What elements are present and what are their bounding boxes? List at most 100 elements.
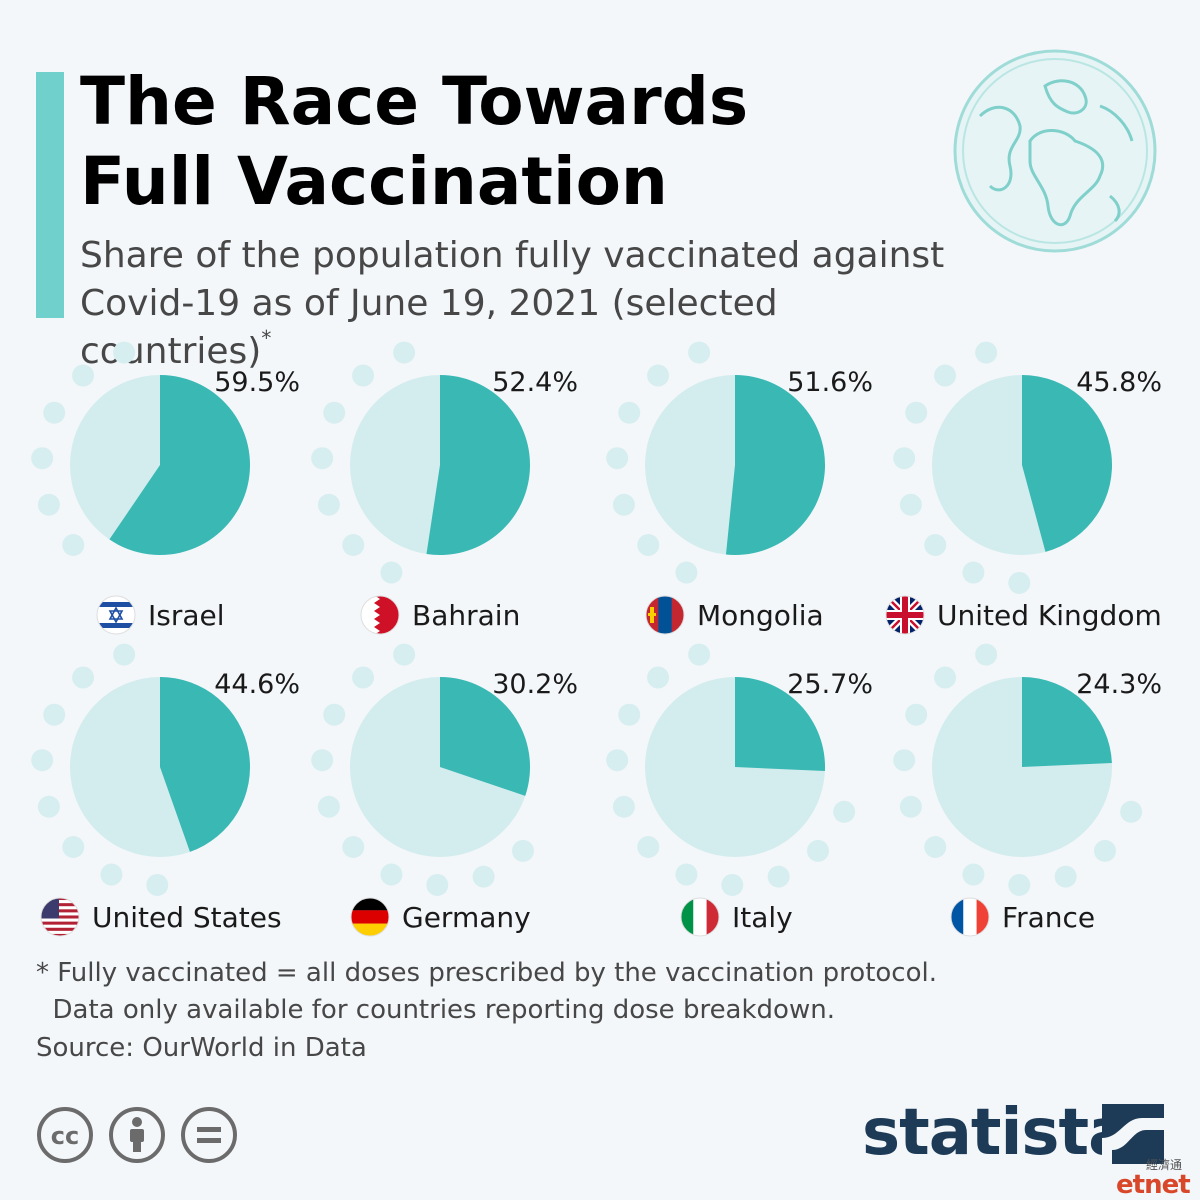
pie-svg: [606, 341, 825, 584]
pie-value-label: 44.6%: [214, 669, 300, 700]
subtitle-footnote-mark: *: [261, 326, 272, 350]
virus-spike-dot: [905, 703, 928, 726]
virus-spike-dot: [833, 800, 856, 823]
virus-spike-dot: [342, 836, 365, 859]
pie-chart-bahrain: 52.4% Bahrain: [300, 341, 590, 655]
page-title: The Race Towards Full Vaccination: [80, 62, 900, 222]
country-name: Mongolia: [697, 598, 824, 632]
pie-chart-mongolia: 51.6% Mongolia: [595, 341, 885, 655]
pie-value-label: 24.3%: [1076, 669, 1162, 700]
pie-slice-vaccinated: [1022, 677, 1112, 767]
virus-spike-dot: [924, 534, 947, 557]
accent-bar: [36, 72, 64, 318]
footnote-line-1: * Fully vaccinated = all doses prescribe…: [36, 958, 937, 988]
virus-spike-dot: [380, 561, 403, 584]
virus-spike-dot: [472, 865, 495, 888]
pie-chart-united-states: 44.6% United States: [20, 643, 310, 957]
virus-spike-dot: [1008, 571, 1031, 594]
virus-spike-dot: [612, 795, 635, 818]
virus-spike-dot: [511, 839, 534, 862]
country-label: United States: [40, 895, 282, 939]
attribution-icon[interactable]: [108, 1106, 166, 1164]
country-name: Germany: [402, 900, 531, 934]
virus-spike-dot: [62, 836, 85, 859]
pie-chart-italy: 25.7% Italy: [595, 643, 885, 957]
italy-flag-icon: [680, 897, 720, 937]
virus-spike-dot: [323, 703, 346, 726]
globe-icon: [953, 49, 1157, 253]
virus-spike-dot: [31, 447, 54, 470]
footnote-line-2: Data only available for countries report…: [36, 995, 835, 1025]
country-label: Bahrain: [360, 593, 520, 637]
footnote: * Fully vaccinated = all doses prescribe…: [36, 955, 937, 1029]
virus-spike-dot: [688, 341, 711, 364]
svg-text:cc: cc: [51, 1122, 79, 1150]
country-name: United Kingdom: [937, 598, 1162, 632]
virus-spike-dot: [647, 364, 670, 387]
virus-spike-dot: [806, 839, 829, 862]
virus-spike-dot: [43, 401, 66, 424]
virus-spike-dot: [612, 493, 635, 516]
virus-spike-dot: [962, 863, 985, 886]
virus-spike-dot: [393, 341, 416, 364]
pie-slice-vaccinated: [735, 677, 825, 771]
pie-value-label: 30.2%: [492, 669, 578, 700]
virus-spike-dot: [317, 493, 340, 516]
pie-slice-vaccinated: [1022, 375, 1112, 552]
virus-spike-dot: [675, 561, 698, 584]
subtitle-line-2: Covid-19 as of June 19, 2021 (selected c…: [80, 283, 778, 372]
virus-spike-dot: [647, 666, 670, 689]
country-name: United States: [92, 900, 282, 934]
pie-svg: [893, 643, 1143, 896]
virus-spike-dot: [43, 703, 66, 726]
israel-flag-icon: [96, 595, 136, 635]
virus-spike-dot: [767, 865, 790, 888]
title-line-1: The Race Towards: [80, 63, 749, 140]
virus-spike-dot: [323, 401, 346, 424]
virus-spike-dot: [675, 863, 698, 886]
no-derivatives-icon[interactable]: [180, 1106, 238, 1164]
pie-chart-germany: 30.2% Germany: [300, 643, 590, 957]
pie-svg: [606, 643, 856, 896]
virus-spike-dot: [37, 795, 60, 818]
virus-spike-dot: [962, 561, 985, 584]
virus-spike-dot: [352, 364, 375, 387]
pie-slice-vaccinated: [109, 375, 251, 555]
pie-slice-vaccinated: [725, 375, 825, 555]
title-line-2: Full Vaccination: [80, 143, 668, 220]
germany-flag-icon: [350, 897, 390, 937]
statista-logo-text: statista: [862, 1096, 1131, 1170]
virus-spike-dot: [311, 749, 334, 772]
pie-value-label: 25.7%: [787, 669, 873, 700]
pie-value-label: 52.4%: [492, 367, 578, 398]
country-name: France: [1002, 900, 1096, 934]
virus-spike-dot: [893, 447, 916, 470]
virus-spike-dot: [1008, 873, 1031, 896]
source-text: Source: OurWorld in Data: [36, 1033, 367, 1063]
virus-spike-dot: [1120, 800, 1143, 823]
virus-spike-dot: [100, 863, 123, 886]
country-label: Italy: [680, 895, 793, 939]
pie-slice-vaccinated: [440, 677, 530, 796]
watermark-logo: etnet: [1116, 1170, 1191, 1200]
country-name: Israel: [148, 598, 225, 632]
mongolia-flag-icon: [645, 595, 685, 635]
virus-spike-dot: [113, 643, 136, 666]
cc-icon[interactable]: cc: [36, 1106, 94, 1164]
pie-chart-israel: 59.5% Israel: [20, 341, 310, 655]
france-flag-icon: [950, 897, 990, 937]
virus-spike-dot: [637, 534, 660, 557]
country-label: United Kingdom: [885, 593, 1162, 637]
virus-spike-dot: [905, 401, 928, 424]
virus-spike-dot: [899, 493, 922, 516]
virus-spike-dot: [688, 643, 711, 666]
uk-flag-icon: [885, 595, 925, 635]
virus-spike-dot: [352, 666, 375, 689]
virus-spike-dot: [934, 364, 957, 387]
license-icons: cc: [36, 1106, 238, 1164]
virus-spike-dot: [146, 873, 169, 896]
virus-spike-dot: [72, 364, 95, 387]
virus-spike-dot: [426, 873, 449, 896]
pie-slice-vaccinated: [426, 375, 530, 555]
statista-logo-icon: [1102, 1104, 1164, 1164]
